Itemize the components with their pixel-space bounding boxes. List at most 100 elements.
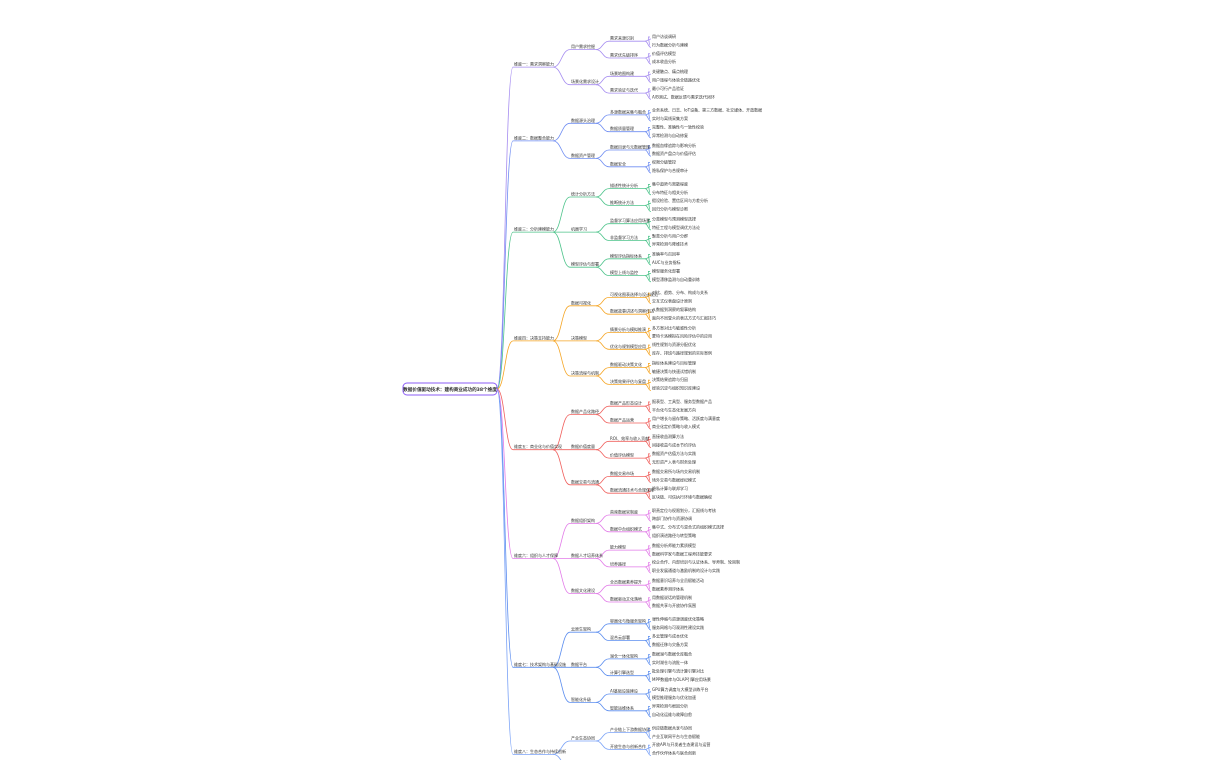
node-label: 模型评估与部署 (571, 261, 599, 267)
edge (644, 492, 652, 500)
edge (552, 558, 571, 594)
edge (647, 597, 651, 607)
leaf-label: 直接收益测算方法 (652, 433, 684, 439)
edge (647, 88, 651, 98)
node-label: 数据故事讲述与洞察传达 (610, 308, 654, 314)
node-label: 数据源头治理 (571, 117, 595, 123)
leaf-label: 异常检测与自动修复 (652, 132, 688, 138)
edge (647, 545, 651, 555)
edge (644, 638, 652, 641)
node-label: 多源数据采集与融合 (610, 108, 646, 114)
leaf-label: 场外交易与数据经纪模式 (652, 477, 696, 483)
node-label: 产业链上下游数据协同 (610, 726, 650, 732)
leaf-label: 交互式仪表盘设计原则 (652, 298, 692, 304)
edge (644, 297, 652, 304)
edge (595, 297, 610, 307)
edge (595, 223, 610, 233)
leaf-label: 商业化定价策略与收入模式 (652, 423, 700, 429)
edge (552, 340, 571, 377)
node-label: 智能运维体系 (610, 704, 634, 710)
node-label: 数据人才培养体系 (571, 552, 603, 558)
leaf-label: 多方案对比与敏感性分析 (652, 324, 696, 330)
node-label: 需求优先级排序 (610, 52, 638, 58)
edge (595, 196, 610, 206)
edge (647, 200, 651, 210)
edge (644, 348, 652, 356)
node-label: 数据产品化路径 (571, 408, 599, 414)
node-label: 数据驱动决策文化 (610, 361, 642, 367)
edge (644, 640, 652, 648)
leaf-label: 模型漂移监测与自动重训练 (652, 276, 700, 282)
node-label: 维度一：需求洞察能力 (514, 61, 554, 67)
edge (552, 140, 571, 159)
leaf-label: 完整性、准确性与一致性校验 (652, 124, 704, 130)
node-label: 维度六：组织与人才保障 (514, 552, 558, 558)
leaf-label: 弹性伸缩与资源调度优化策略 (652, 616, 704, 622)
edge (595, 658, 610, 668)
node-label: 模型上线与监控 (610, 269, 638, 275)
edge (644, 55, 652, 59)
leaf-label: 产业互联网平台与生态赋能 (652, 733, 700, 739)
edge (595, 122, 610, 133)
leaf-label: 数据资产盘点与价值评估 (652, 150, 696, 156)
node-label: 数据组织架构 (571, 517, 595, 523)
node-label: 非监督学习方法 (610, 234, 638, 240)
edge (496, 340, 514, 390)
edge (644, 732, 652, 740)
edge (647, 71, 651, 81)
edge (647, 636, 651, 646)
edge (647, 219, 651, 229)
node-label: 数据中台组织模式 (610, 525, 642, 531)
edge (496, 66, 514, 390)
edge (647, 744, 651, 754)
edge (644, 90, 652, 94)
edge (647, 580, 651, 590)
edge (595, 332, 610, 342)
node-label: 维度五：商业化与价值实现 (514, 443, 562, 449)
edge (644, 188, 652, 196)
edge (595, 558, 610, 568)
leaf-label: 实时湖仓与流批一体 (652, 659, 688, 665)
leaf-label: 跨部门协作与资源协调 (652, 515, 692, 521)
edge (647, 706, 651, 716)
edge (595, 149, 610, 159)
leaf-label: 集中趋势与离散程度 (652, 180, 688, 186)
edge (644, 455, 652, 459)
leaf-label: 分类模型与预测模型选择 (652, 216, 696, 222)
edge (644, 693, 652, 701)
edge (644, 420, 652, 424)
leaf-label: 组织演进路径与转型策略 (652, 532, 696, 538)
edge (647, 162, 651, 172)
edge (595, 623, 610, 633)
leaf-label: GPU算力调度与大模型训练平台 (652, 686, 708, 692)
edge (644, 710, 652, 718)
node-label: 需求来源识别 (610, 35, 634, 41)
root-label: 数据价值驱动技术：建构商业成功的38个维度 (403, 386, 497, 393)
leaf-label: 批处理引擎与流计算引擎对比 (652, 668, 704, 674)
edge (644, 514, 652, 522)
node-label: 数据目录与元数据管理 (610, 144, 650, 150)
leaf-label: 数据共享与开放协作氛围 (652, 602, 696, 608)
edge (552, 414, 571, 451)
edge (595, 440, 610, 451)
edge (595, 188, 610, 198)
node-label: 培养路径 (610, 560, 626, 566)
edge (595, 449, 610, 459)
leaf-label: 校企合作、内部培训与认证体系、导师制、轮岗制 (652, 559, 740, 565)
node-label: 维度三：分析建模能力 (514, 226, 554, 232)
leaf-label: 准确率与召回率 (652, 251, 680, 257)
node-label: 场景化需求设计 (571, 78, 599, 84)
node-label: 维度八：生态合作与持续创新 (514, 748, 566, 754)
node-label: 维度四：决策支持能力 (514, 334, 554, 340)
node-label: ROI、效率与收入贡献 (610, 435, 649, 441)
node-label: 数据价值度量 (571, 443, 595, 449)
leaf-label: 分布特征与相关分析 (652, 189, 688, 195)
edge (647, 689, 651, 699)
node-label: 价值评估模型 (610, 452, 634, 458)
edge (647, 145, 651, 155)
leaf-label: 面向不同受众的表达方式与汇报技巧 (652, 314, 716, 320)
leaf-label: 开放API与开发者生态建设与运营 (652, 741, 710, 747)
leaf-label: 服务网格与可观测性建设实践 (652, 624, 704, 630)
edge (644, 473, 652, 477)
edge (644, 202, 652, 206)
